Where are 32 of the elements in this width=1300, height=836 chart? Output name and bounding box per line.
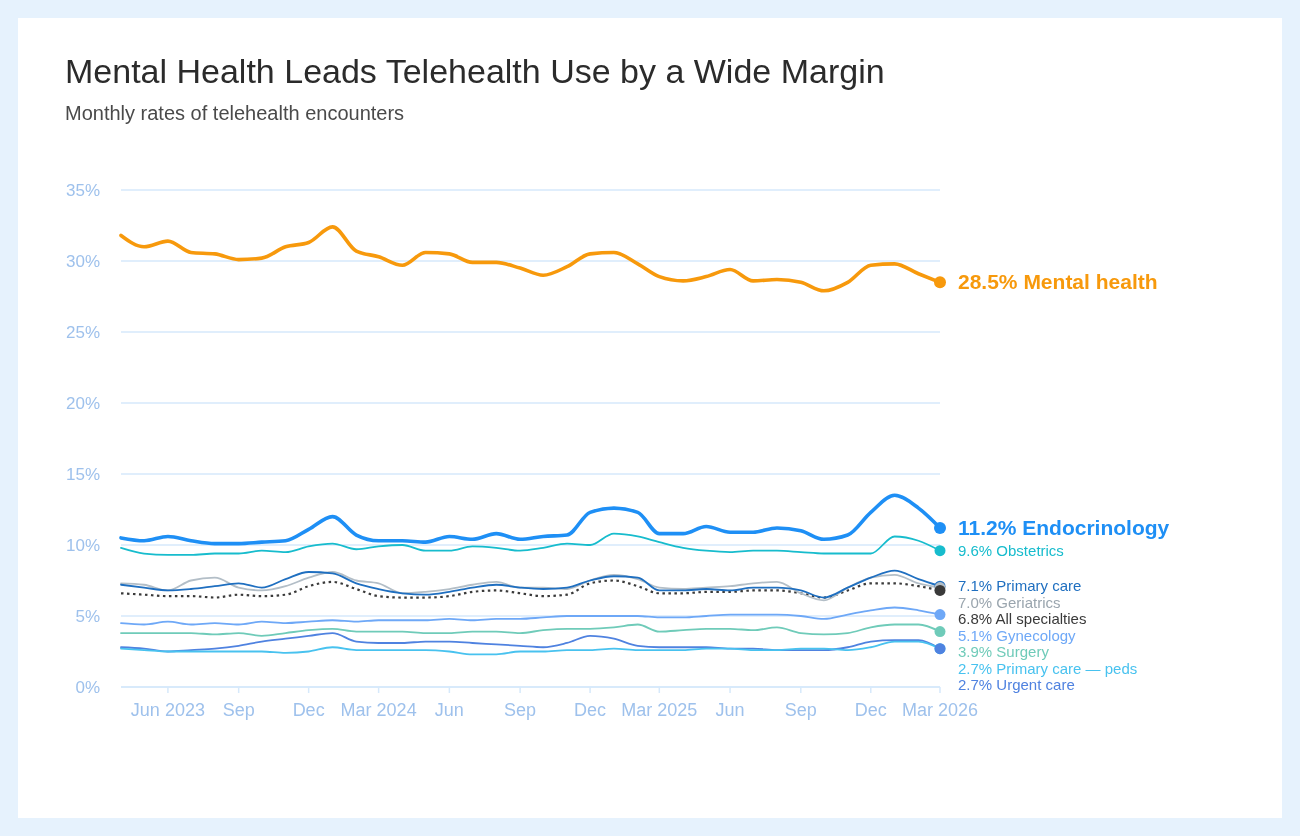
text: 9.6% Obstetrics <box>958 541 1064 559</box>
y-tick-label: 35% <box>65 181 100 200</box>
y-tick-label: 20% <box>65 394 100 413</box>
x-tick-label: Jun <box>434 700 464 720</box>
text: 7.0% Geriatrics <box>958 593 1061 611</box>
text: 3.9% Surgery <box>958 643 1049 661</box>
chart-subtitle: Monthly rates of telehealth encounters <box>65 102 405 124</box>
y-tick-label: 30% <box>65 252 100 271</box>
x-tick-label: Dec <box>574 700 607 720</box>
text: 5.1% Gynecology <box>958 626 1076 644</box>
chart-title: Mental Health Leads Telehealth Use by a Wide Margin <box>65 52 885 90</box>
x-tick-label: Sep <box>222 700 255 720</box>
text: 28.5% Mental health <box>958 270 1158 294</box>
x-tick-label: Mar 2024 <box>340 700 417 720</box>
x-tick-label: Jun <box>715 700 745 720</box>
x-tick-label: Mar 2025 <box>621 700 698 720</box>
y-tick-label: 10% <box>65 536 100 555</box>
y-tick-label: 25% <box>65 323 100 342</box>
x-tick-label: Sep <box>784 700 817 720</box>
y-tick-label: 0% <box>75 678 100 697</box>
x-tick-label: Dec <box>292 700 325 720</box>
text: 11.2% Endocrinology <box>958 515 1170 539</box>
x-tick-label: Sep <box>504 700 537 720</box>
x-tick-label: Mar 2026 <box>901 700 979 720</box>
x-tick-label: Dec <box>854 700 887 720</box>
text: 2.7% Primary care — peds <box>958 659 1138 677</box>
text: 7.1% Primary care <box>958 577 1082 595</box>
text: 6.8% All specialties <box>958 610 1087 628</box>
text: 2.7% Urgent care <box>958 676 1075 694</box>
y-tick-label: 5% <box>75 607 100 626</box>
x-tick-label: Jun 2023 <box>130 700 205 720</box>
y-tick-label: 15% <box>65 465 100 484</box>
